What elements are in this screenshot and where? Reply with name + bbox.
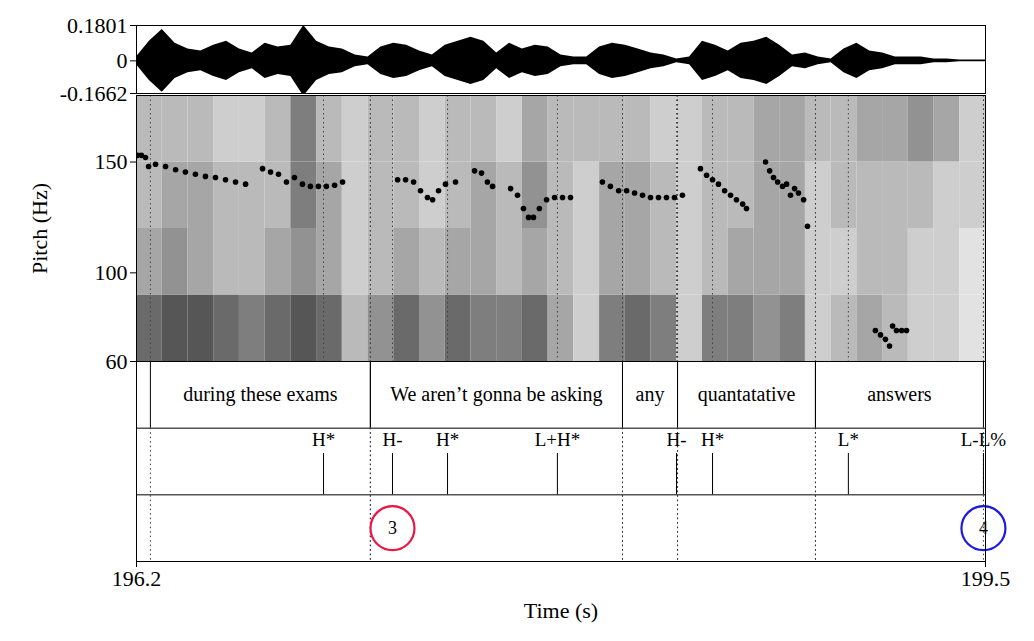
svg-text:L-L%: L-L% — [961, 429, 1007, 450]
svg-text:0.1801: 0.1801 — [67, 13, 128, 38]
svg-text:0: 0 — [117, 48, 128, 73]
svg-text:196.2: 196.2 — [112, 566, 162, 591]
svg-text:answers: answers — [867, 383, 932, 405]
svg-text:199.5: 199.5 — [961, 566, 1011, 591]
svg-text:60: 60 — [106, 349, 128, 374]
svg-text:L*: L* — [838, 429, 859, 450]
svg-text:H-: H- — [382, 429, 402, 450]
svg-text:H*: H* — [312, 429, 335, 450]
svg-text:any: any — [636, 383, 665, 406]
svg-text:100: 100 — [95, 260, 128, 285]
svg-text:-0.1662: -0.1662 — [60, 81, 128, 106]
svg-text:3: 3 — [388, 518, 397, 538]
svg-text:H*: H* — [701, 429, 724, 450]
svg-text:H*: H* — [436, 429, 459, 450]
svg-text:quantatative: quantatative — [698, 383, 796, 406]
svg-text:L+H*: L+H* — [535, 429, 581, 450]
svg-text:Pitch (Hz): Pitch (Hz) — [27, 183, 52, 274]
svg-text:H-: H- — [666, 429, 686, 450]
svg-text:4: 4 — [979, 518, 988, 538]
svg-text:during these exams: during these exams — [183, 383, 338, 406]
svg-text:We aren’t gonna be asking: We aren’t gonna be asking — [390, 383, 602, 406]
svg-text:Time (s): Time (s) — [524, 598, 598, 623]
svg-text:150: 150 — [95, 149, 128, 174]
